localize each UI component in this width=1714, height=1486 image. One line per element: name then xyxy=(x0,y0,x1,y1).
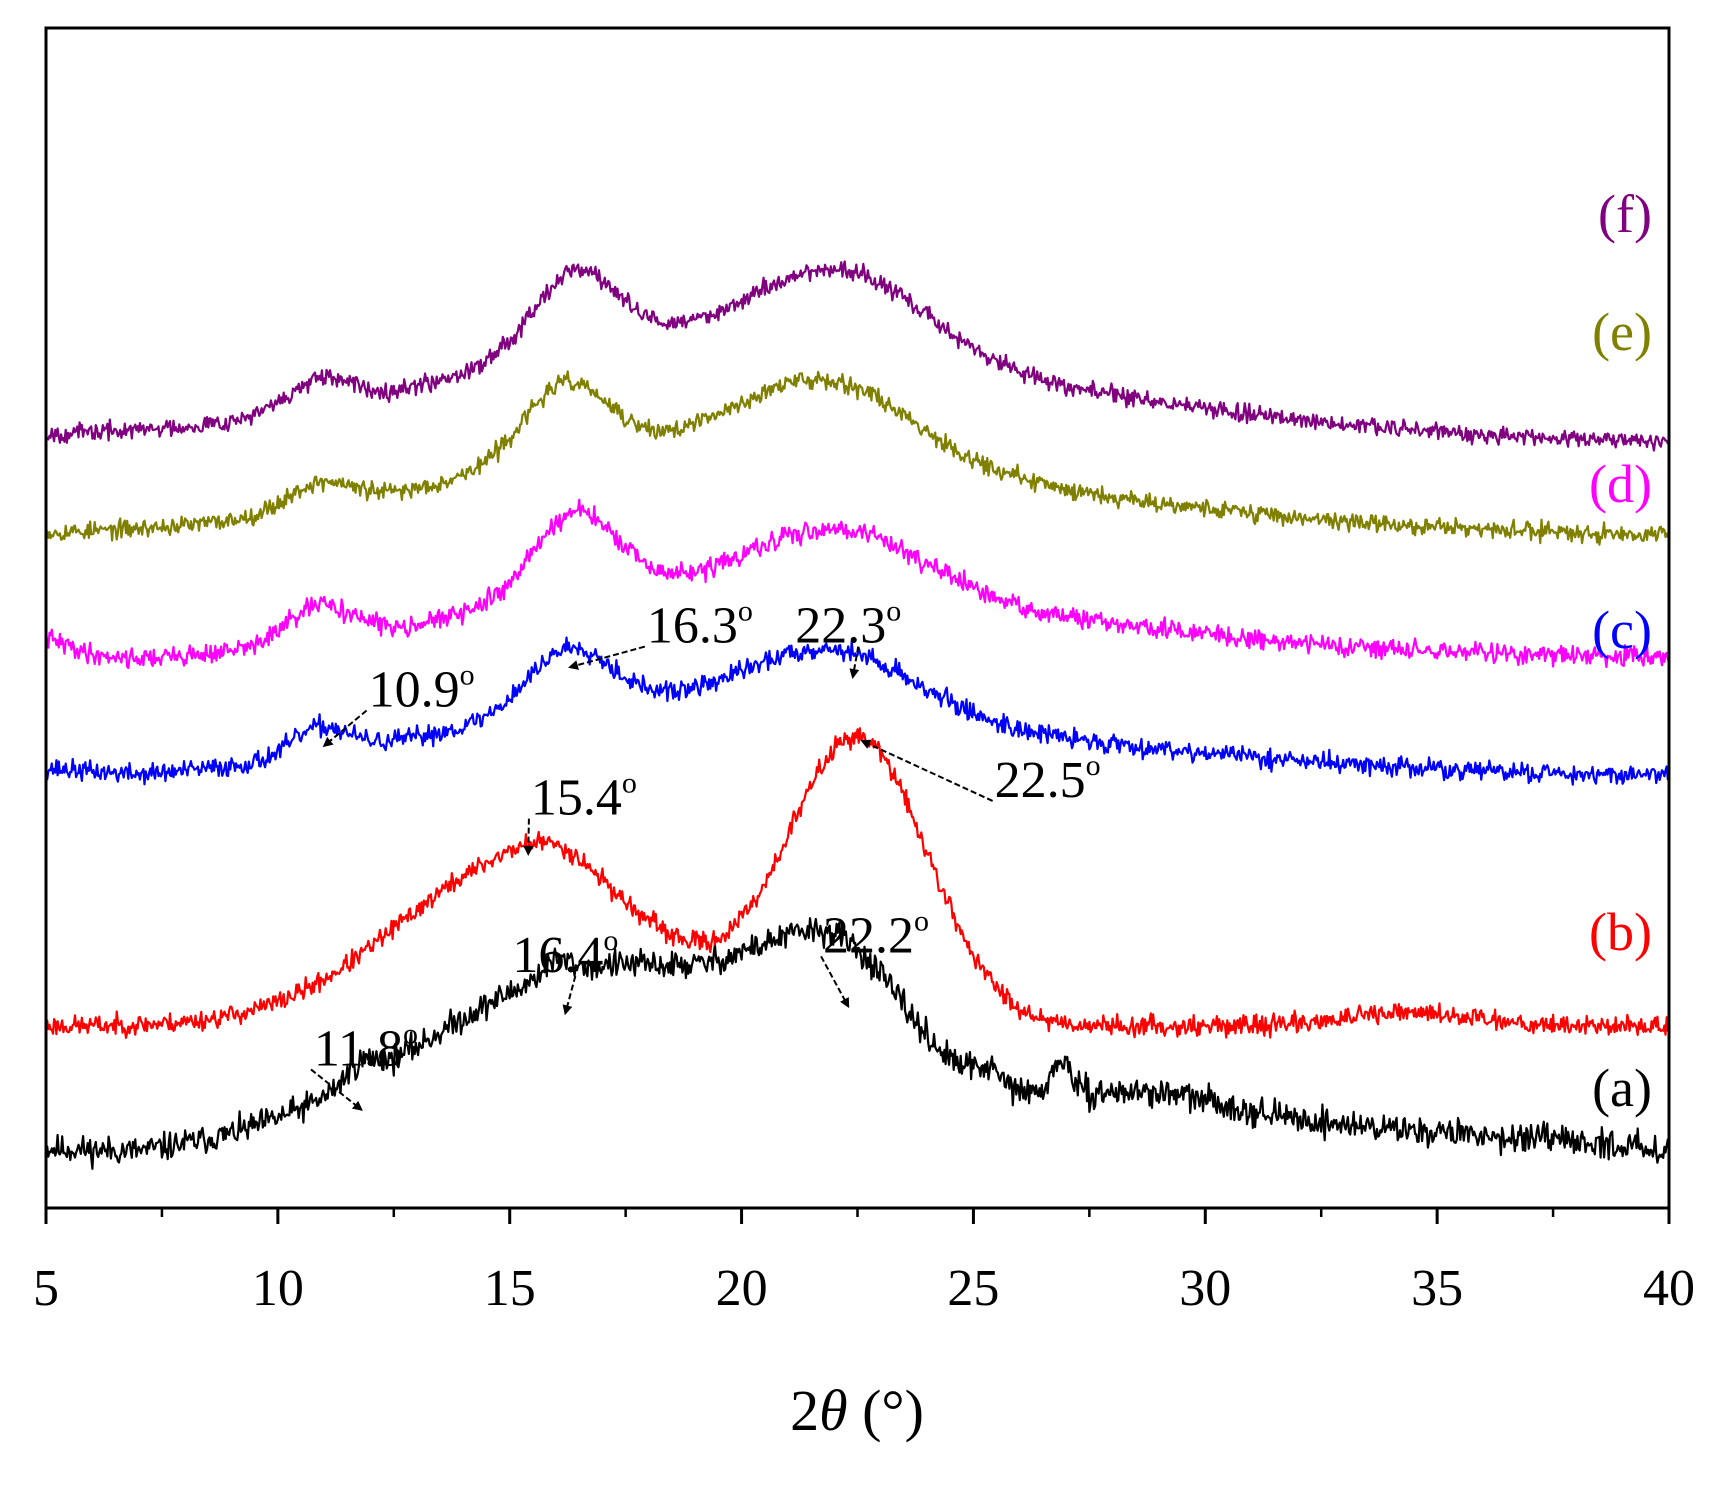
x-tick-label: 5 xyxy=(33,1260,59,1317)
annotation-label: 10.9o xyxy=(369,659,475,719)
annotation-arrow xyxy=(322,709,368,748)
annotation-label: 22.5o xyxy=(995,749,1101,809)
annotation-arrow xyxy=(562,975,577,1016)
annotation-label: 22.2o xyxy=(823,904,929,964)
series-line-b xyxy=(44,727,1671,1039)
x-tick-label: 25 xyxy=(947,1260,999,1317)
series-line-d xyxy=(44,498,1671,670)
series-label-b: (b) xyxy=(1589,902,1652,962)
series-line-e xyxy=(44,370,1671,546)
series-line-c xyxy=(44,636,1671,786)
series-label-a: (a) xyxy=(1592,1058,1652,1118)
peak-annotation: 22.2o xyxy=(820,904,929,1009)
series-line-a xyxy=(44,917,1671,1170)
series-line-f xyxy=(44,260,1670,452)
peak-annotation: 16.3o xyxy=(568,595,753,670)
annotation-arrow xyxy=(849,646,860,679)
annotation-label: 11.8o xyxy=(314,1017,418,1077)
x-axis-title: 2θ (°) xyxy=(790,1378,924,1443)
peak-annotation: 11.8o xyxy=(310,1017,418,1111)
series-label-e: (e) xyxy=(1592,302,1652,362)
x-tick-label: 40 xyxy=(1643,1260,1695,1317)
annotation-label: 16.4o xyxy=(512,924,618,984)
annotation-layer: 11.8o 16.4o 22.2o 15.4o 22.5o 10.9o 16.3o 22.3o xyxy=(310,595,1101,1111)
annotation-arrow xyxy=(568,645,646,670)
x-axis-ticks: 5 10 15 20 25 30 35 40 xyxy=(33,1208,1695,1317)
annotation-arrow xyxy=(310,1068,363,1111)
annotation-arrow xyxy=(860,739,994,802)
x-tick-label: 15 xyxy=(484,1260,536,1317)
annotation-label: 16.3o xyxy=(647,595,753,655)
series-label-c: (c) xyxy=(1592,600,1652,660)
x-tick-label: 30 xyxy=(1179,1260,1231,1317)
annotation-arrow xyxy=(820,955,850,1009)
peak-annotation: 15.4o xyxy=(523,767,637,856)
x-tick-label: 35 xyxy=(1411,1260,1463,1317)
x-tick-label: 10 xyxy=(252,1260,304,1317)
series-label-f: (f) xyxy=(1598,184,1652,244)
annotation-arrow xyxy=(523,818,534,856)
peak-annotation: 22.5o xyxy=(860,739,1101,809)
series-label-layer: (a) (b) (c) (d) (e) (f) xyxy=(1589,184,1652,1118)
peak-annotation: 22.3o xyxy=(795,595,901,679)
x-tick-label: 20 xyxy=(716,1260,768,1317)
series-layer xyxy=(44,260,1671,1170)
series-label-d: (d) xyxy=(1589,454,1652,514)
annotation-label: 22.3o xyxy=(795,595,901,655)
peak-annotation: 16.4o xyxy=(512,924,618,1016)
annotation-label: 15.4o xyxy=(531,767,637,827)
peak-annotation: 10.9o xyxy=(322,659,475,748)
